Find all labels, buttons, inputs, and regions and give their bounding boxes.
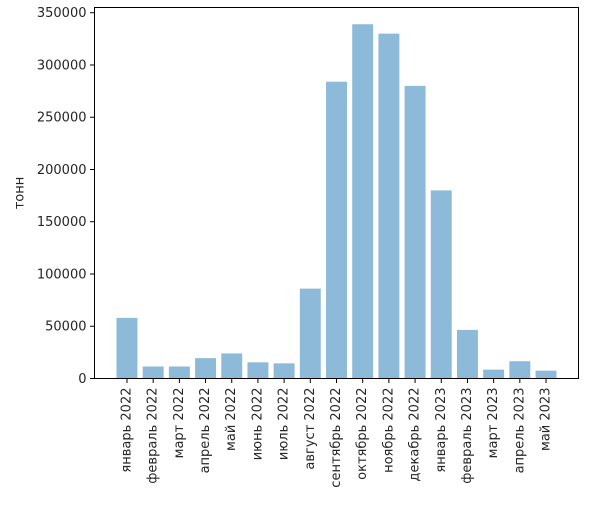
x-tick-label: январь 2022 [119, 388, 134, 473]
bar-14 [456, 329, 478, 379]
bar-8 [299, 288, 321, 379]
bar-3 [168, 366, 190, 379]
plot-frame [94, 7, 579, 379]
x-tick-label: август 2022 [303, 388, 318, 470]
bar-4 [195, 358, 217, 379]
x-tick-label: февраль 2023 [460, 388, 475, 484]
bar-13 [430, 190, 452, 379]
y-axis: 0 50000 100000 150000 200000 250000 300000 3500… [37, 6, 95, 387]
bar-10 [352, 24, 374, 379]
x-tick-label: декабрь 2022 [408, 388, 423, 482]
x-tick-label: апрель 2022 [198, 388, 213, 474]
y-tick-label: 100000 [37, 267, 87, 282]
x-tick-label: февраль 2022 [146, 388, 161, 484]
bar-9 [326, 81, 347, 379]
x-tick-label: май 2023 [539, 388, 554, 451]
x-tick-label: ноябрь 2022 [381, 388, 396, 473]
bars-group [116, 24, 557, 379]
y-axis-label: тонн [13, 177, 28, 210]
bar-6 [247, 362, 269, 379]
x-tick-label: март 2023 [486, 387, 501, 458]
x-tick-label: сентябрь 2022 [329, 388, 344, 488]
bar-17 [535, 370, 557, 379]
x-tick-label: июнь 2022 [250, 388, 265, 461]
bar-11 [378, 33, 400, 379]
x-tick-label: июль 2022 [277, 388, 292, 461]
bar-12 [404, 85, 426, 379]
y-tick-label: 350000 [37, 6, 87, 21]
bar-1 [116, 317, 138, 379]
bar-16 [509, 361, 531, 379]
y-tick-label: 0 [78, 372, 86, 387]
x-tick-label: октябрь 2022 [355, 388, 370, 480]
x-tick-label: март 2022 [172, 388, 187, 459]
bar-2 [142, 366, 164, 379]
x-tick-label: январь 2023 [434, 388, 449, 473]
bar-15 [483, 369, 505, 379]
y-tick-label: 200000 [37, 163, 87, 178]
y-tick-label: 250000 [37, 111, 87, 126]
y-tick-label: 300000 [37, 58, 87, 73]
x-axis: январь 2022 февраль 2022 март 2022 апрель 2… [119, 378, 554, 488]
bar-5 [221, 353, 243, 379]
x-tick-label: май 2022 [224, 388, 239, 451]
y-tick-label: 150000 [37, 215, 87, 230]
bar-7 [273, 363, 295, 379]
x-tick-label: апрель 2023 [512, 388, 527, 474]
y-tick-label: 50000 [45, 320, 86, 335]
